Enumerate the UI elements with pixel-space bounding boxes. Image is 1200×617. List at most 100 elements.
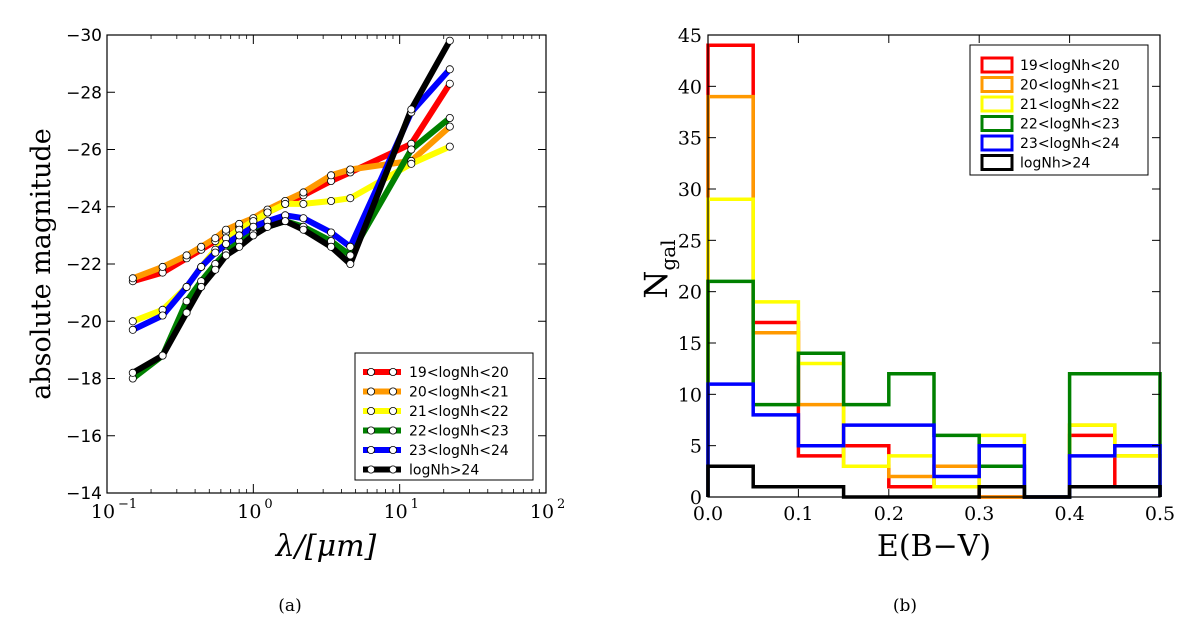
y-tick-label-a-3: −20 — [66, 312, 102, 332]
data-point-s5-11 — [327, 242, 336, 251]
data-point-s4-12 — [346, 242, 355, 251]
data-point-s4-1 — [158, 311, 167, 320]
legend-label-a-2: 21<logNh<22 — [409, 404, 509, 420]
data-point-s5-13 — [407, 105, 416, 114]
data-point-s4-7 — [249, 222, 258, 231]
data-point-s1-2 — [182, 251, 191, 260]
data-point-s4-6 — [235, 231, 244, 240]
x-tick-exponent-a-3: 2 — [557, 497, 565, 512]
panel-b-legend: 19<logNh<20 20<logNh<21 21<logNh<22 22<logN… — [969, 44, 1149, 176]
x-tick-label-a-0: 10 — [91, 501, 115, 523]
data-point-s3-2 — [182, 297, 191, 306]
data-point-s1-4 — [211, 234, 220, 243]
x-tick-exponent-a-2: 1 — [411, 497, 419, 512]
panel-b-frame — [707, 34, 1161, 498]
legend-label-b-5: logNh>24 — [1020, 156, 1090, 172]
svg-text:Ngal: Ngal — [637, 239, 680, 298]
data-point-s2-8 — [263, 208, 272, 217]
legend-label-b-1: 20<logNh<21 — [1020, 78, 1120, 94]
data-point-s2-10 — [299, 199, 308, 208]
panel-b: 0 5 10 15 20 25 30 35 40 45 0.0 0.1 0.2 0.3 0.4 0.5 19<… — [637, 25, 1175, 616]
data-point-s5-6 — [235, 242, 244, 251]
legend-swatch-b-3 — [980, 115, 1014, 132]
data-point-s5-5 — [221, 251, 230, 260]
data-point-s3-14 — [445, 114, 454, 123]
x-tick-label-b-1: 0.1 — [783, 503, 813, 525]
data-point-s5-2 — [182, 308, 191, 317]
legend-marker-a-4-1 — [388, 445, 397, 454]
y-tick-label-a-1: −16 — [66, 427, 102, 447]
panel-b-label: (b) — [893, 596, 917, 616]
legend-label-b-2: 21<logNh<22 — [1020, 97, 1120, 113]
legend-marker-a-3-0 — [366, 426, 375, 435]
legend-marker-a-0-0 — [366, 367, 375, 376]
x-tick-exponent-a-0: −1 — [118, 497, 137, 512]
legend-swatch-b-1 — [980, 76, 1014, 93]
y-tick-label-b-3: 15 — [678, 333, 702, 355]
panel-b-axes: 0 5 10 15 20 25 30 35 40 45 0.0 0.1 0.2 0.3 0.4 0.5 — [678, 25, 1175, 525]
x-tick-label-b-3: 0.3 — [964, 503, 994, 525]
data-point-s1-11 — [327, 171, 336, 180]
legend-marker-a-0-1 — [388, 367, 397, 376]
legend-swatch-b-0 — [980, 56, 1014, 74]
data-point-s0-14 — [445, 79, 454, 88]
legend-label-a-0: 19<logNh<20 — [409, 365, 509, 381]
data-point-s4-3 — [197, 262, 206, 271]
y-tick-label-b-8: 40 — [678, 76, 702, 98]
y-tick-label-a-6: −26 — [66, 141, 102, 161]
x-tick-label-a-3: 10 — [530, 501, 554, 523]
y-tick-label-b-2: 10 — [678, 384, 702, 406]
data-point-s1-3 — [197, 242, 206, 251]
y-tick-label-b-7: 35 — [678, 128, 702, 150]
data-point-s1-1 — [158, 262, 167, 271]
data-point-s1-0 — [128, 274, 137, 283]
y-tick-label-b-0: 0 — [690, 487, 702, 509]
x-tick-exponent-a-1: 0 — [264, 497, 272, 512]
legend-swatch-b-2 — [980, 95, 1014, 113]
histogram-series-4 — [706, 382, 1162, 499]
y-tick-label-b-6: 30 — [678, 179, 702, 201]
data-point-s4-5 — [221, 239, 230, 248]
data-point-s1-5 — [221, 225, 230, 234]
data-point-s1-10 — [299, 188, 308, 197]
legend-marker-a-4-0 — [366, 445, 375, 454]
data-point-s5-4 — [211, 265, 220, 274]
data-point-s5-8 — [263, 222, 272, 231]
data-point-s2-9 — [281, 199, 290, 208]
x-tick-label-b-0: 0.0 — [693, 503, 723, 525]
legend-swatch-b-4 — [980, 134, 1014, 152]
data-point-s5-1 — [158, 351, 167, 360]
legend-label-b-0: 19<logNh<20 — [1020, 58, 1120, 74]
data-point-s1-14 — [445, 122, 454, 131]
data-point-s5-0 — [128, 368, 137, 377]
x-tick-label-b-4: 0.4 — [1054, 503, 1084, 525]
series-line-3 — [130, 115, 452, 381]
panel-b-plot-area — [706, 43, 1162, 499]
x-tick-label-a-1: 10 — [237, 501, 261, 523]
legend-label-a-1: 20<logNh<21 — [409, 385, 509, 401]
data-point-s5-10 — [299, 225, 308, 234]
panel-b-ylabel-subscript: gal — [656, 239, 680, 270]
legend-marker-a-2-1 — [388, 406, 397, 415]
panel-a-legend: 19<logNh<20 20<logNh<21 21<logNh<22 22<logN… — [354, 352, 534, 481]
legend-marker-a-5-0 — [366, 465, 375, 474]
y-tick-label-b-1: 5 — [690, 436, 702, 458]
legend-marker-a-1-0 — [366, 387, 375, 396]
y-tick-label-b-4: 20 — [678, 282, 702, 304]
data-point-s4-0 — [128, 325, 137, 334]
legend-marker-a-1-1 — [388, 387, 397, 396]
y-tick-label-b-5: 25 — [678, 230, 702, 252]
y-tick-label-b-9: 45 — [678, 25, 702, 47]
y-tick-label-a-4: −22 — [66, 255, 102, 275]
data-point-s4-10 — [299, 214, 308, 223]
data-point-s5-3 — [197, 282, 206, 291]
data-point-s5-7 — [249, 231, 258, 240]
panel-a-xlabel: λ/[μm] — [275, 529, 377, 564]
y-tick-label-a-8: −30 — [66, 26, 102, 46]
x-tick-label-a-2: 10 — [384, 501, 408, 523]
panel-b-ylabel: N — [637, 271, 675, 299]
data-point-s2-14 — [445, 142, 454, 151]
